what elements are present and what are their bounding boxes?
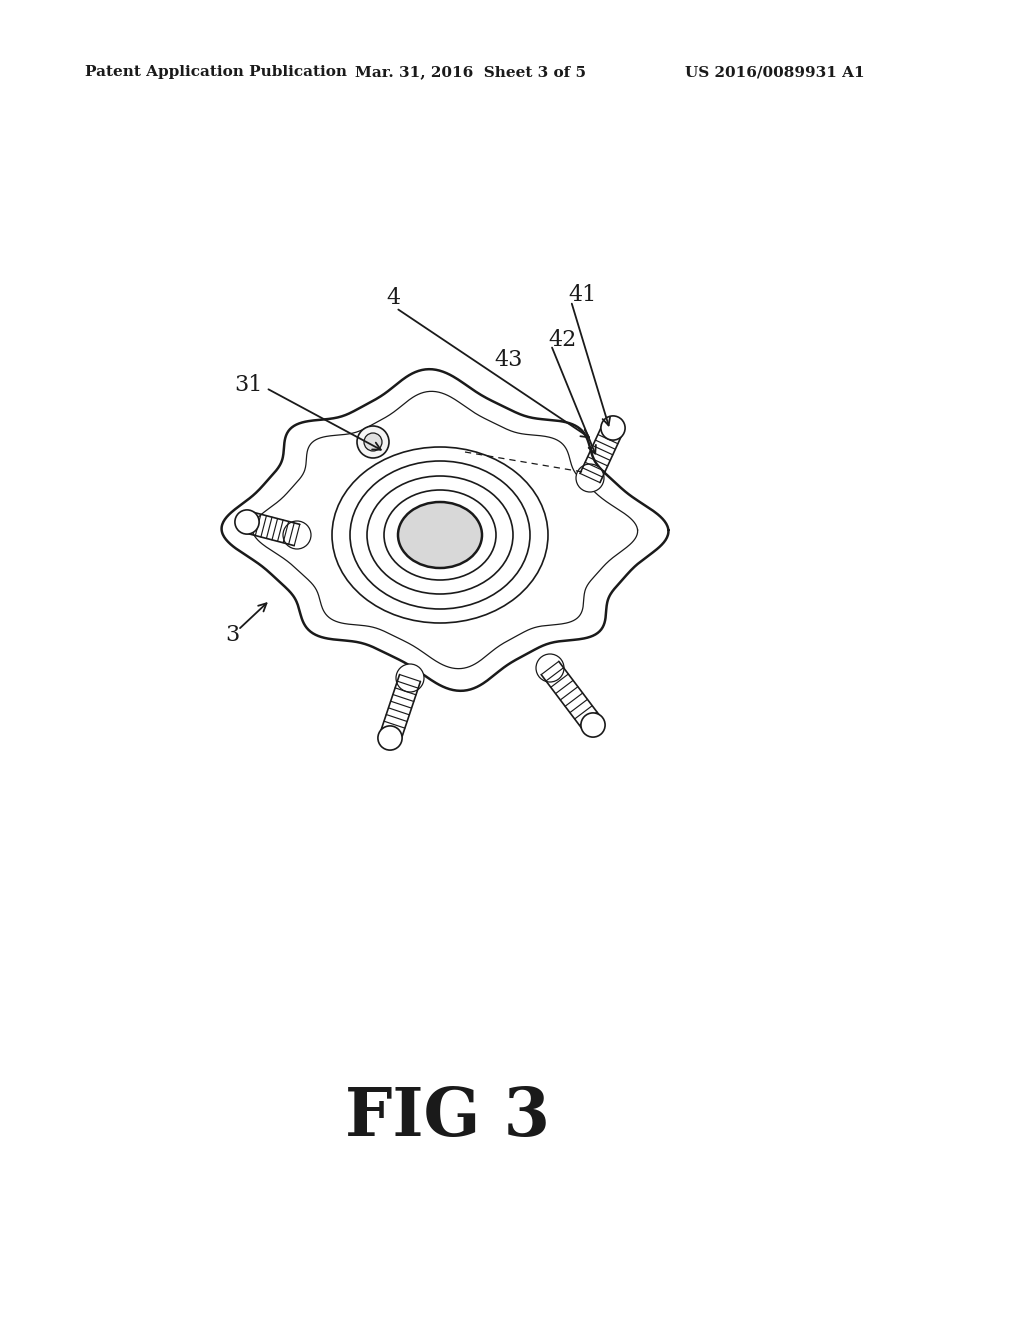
Text: 4: 4 (386, 286, 400, 309)
Circle shape (364, 433, 382, 451)
Text: 41: 41 (568, 284, 596, 306)
Circle shape (234, 510, 259, 535)
Circle shape (357, 426, 389, 458)
Circle shape (396, 664, 424, 692)
Circle shape (536, 653, 564, 682)
Text: Mar. 31, 2016  Sheet 3 of 5: Mar. 31, 2016 Sheet 3 of 5 (355, 65, 586, 79)
Text: FIG 3: FIG 3 (345, 1085, 550, 1150)
Circle shape (581, 713, 605, 737)
Circle shape (283, 521, 311, 549)
Text: 31: 31 (234, 374, 263, 396)
Circle shape (601, 416, 625, 440)
Circle shape (575, 465, 604, 492)
Circle shape (378, 726, 402, 750)
Ellipse shape (398, 502, 482, 568)
Text: 3: 3 (225, 624, 240, 645)
Text: 42: 42 (548, 329, 577, 351)
Text: Patent Application Publication: Patent Application Publication (85, 65, 347, 79)
Text: US 2016/0089931 A1: US 2016/0089931 A1 (685, 65, 864, 79)
Text: 43: 43 (494, 348, 522, 371)
